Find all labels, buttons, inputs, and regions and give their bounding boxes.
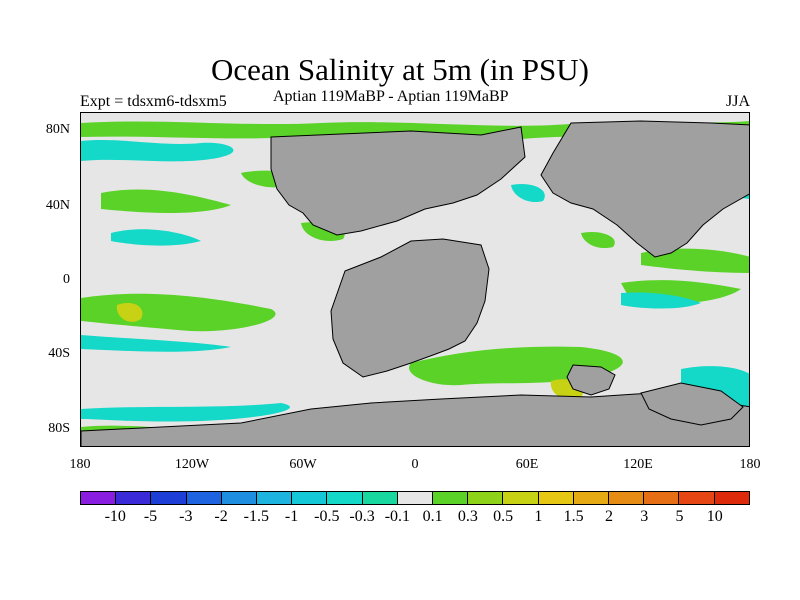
colorbar-label: 10 — [706, 508, 723, 525]
colorbar-label: -2 — [214, 508, 228, 525]
anomaly-patch — [81, 140, 234, 162]
colorbar-label: 1.5 — [563, 508, 584, 525]
colorbar-label: -5 — [143, 508, 158, 525]
anomaly-patch — [81, 403, 290, 422]
colorbar-label: 0.1 — [422, 508, 443, 525]
colorbar-label: -10 — [104, 508, 126, 525]
y-tick-label: 40N — [45, 198, 70, 213]
colorbar-swatch — [257, 492, 293, 504]
period-label: Aptian 119MaBP - Aptian 119MaBP — [273, 88, 509, 105]
colorbar-swatch — [81, 492, 117, 504]
y-tick-label: 40S — [48, 346, 70, 361]
colorbar-swatch — [573, 492, 610, 504]
x-tick-label: 180 — [69, 457, 91, 472]
colorbar-swatch — [714, 492, 749, 504]
x-tick-label: 0 — [411, 457, 419, 472]
anomaly-patch — [641, 248, 749, 273]
colorbar-label: -0.5 — [314, 508, 340, 525]
anomaly-patch — [81, 335, 231, 352]
anomaly-patch — [101, 189, 231, 213]
colorbar-swatch — [433, 492, 469, 504]
colorbar-label: 2 — [604, 508, 613, 525]
colorbar-swatch — [292, 492, 328, 504]
y-tick-label: 80N — [45, 122, 70, 137]
x-tick-label: 180 — [739, 457, 761, 472]
colorbar-swatch — [679, 492, 715, 504]
colorbar-label: 0.5 — [493, 508, 514, 525]
x-tick-label: 60W — [289, 457, 317, 472]
colorbar-swatch — [503, 492, 539, 504]
colorbar-label: 3 — [640, 508, 649, 525]
land-eurasia — [540, 120, 749, 258]
colorbar-swatch — [186, 492, 222, 504]
anomaly-patch — [681, 366, 749, 409]
anomaly-patch — [511, 183, 545, 203]
map-canvas — [81, 120, 749, 446]
colorbar-swatch — [221, 492, 258, 504]
anomaly-patch — [81, 293, 276, 332]
colorbar-swatch — [644, 492, 680, 504]
chart-title: Ocean Salinity at 5m (in PSU) — [211, 52, 589, 87]
colorbar-swatch — [609, 492, 645, 504]
salinity-map — [80, 112, 750, 447]
anomaly-patch — [116, 302, 143, 322]
anomaly-patch — [581, 231, 615, 249]
land-india — [566, 364, 616, 396]
land-south-america — [330, 238, 490, 378]
colorbar-swatch — [397, 492, 434, 504]
colorbar-label: -0.3 — [349, 508, 375, 525]
land-antarctica — [81, 392, 749, 446]
colorbar-label: 5 — [675, 508, 684, 525]
colorbar-label: -0.1 — [384, 508, 411, 525]
colorbar-swatch — [362, 492, 398, 504]
x-tick-label: 60E — [515, 457, 539, 472]
colorbar — [80, 491, 750, 505]
colorbar-label: -1 — [284, 508, 299, 525]
colorbar-label: 0.3 — [457, 508, 478, 525]
x-tick-label: 120W — [174, 457, 210, 472]
anomaly-patch — [111, 229, 201, 246]
y-tick-label: 0 — [63, 272, 70, 287]
colorbar-swatch — [468, 492, 504, 504]
x-tick-label: 120E — [623, 457, 653, 472]
land-north-america — [270, 126, 526, 236]
land-masses — [81, 120, 749, 446]
y-tick-label: 80S — [48, 421, 70, 436]
land-australia — [640, 382, 744, 426]
colorbar-swatch — [327, 492, 363, 504]
colorbar-swatch — [151, 492, 187, 504]
colorbar-swatch — [538, 492, 574, 504]
colorbar-label: 1 — [534, 508, 543, 525]
colorbar-label: -3 — [179, 508, 193, 525]
anomaly-patch — [621, 292, 701, 309]
colorbar-swatch — [116, 492, 152, 504]
experiment-label: Expt = tdsxm6-tdsxm5 — [80, 93, 227, 110]
colorbar-label: -1.5 — [243, 508, 269, 525]
season-label: JJA — [725, 93, 750, 110]
